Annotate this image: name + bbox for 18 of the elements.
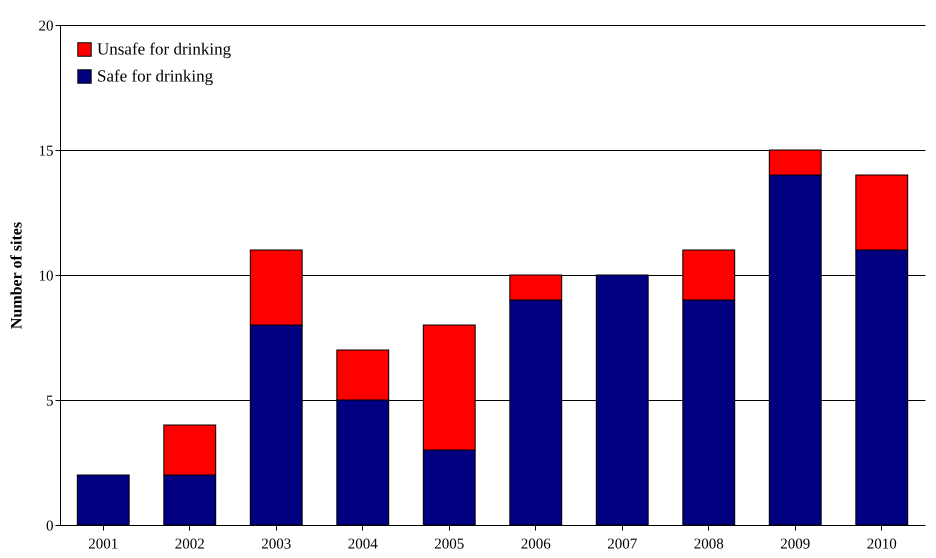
x-tick-label: 2006 [520,536,552,552]
x-tick-label: 2010 [866,536,897,552]
x-tick-label: 2003 [261,536,292,552]
x-tick-label: 2007 [607,536,638,552]
y-tick-label: 10 [38,268,54,284]
x-tick-label: 2004 [348,536,378,552]
y-axis-title: Number of sites [8,222,26,330]
legend-label: Unsafe for drinking [97,40,232,58]
y-tick-label: 15 [38,144,54,160]
y-tick-label: 0 [46,518,54,534]
x-tick-label: 2005 [434,536,464,552]
x-tick-label: 2009 [780,536,810,552]
x-tick-label: 2001 [88,536,118,552]
legend-label: Safe for drinking [97,66,214,86]
x-tick-label: 2002 [174,536,205,552]
x-tick-label: 2008 [694,536,724,552]
y-tick-label: 20 [38,18,54,34]
y-tick-label: 5 [46,394,54,410]
